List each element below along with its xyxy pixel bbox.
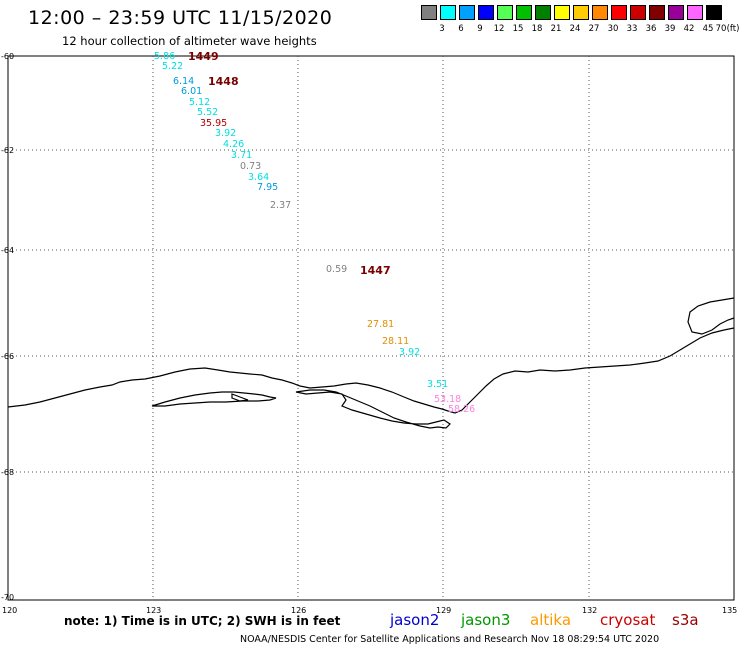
lon-label: 135 bbox=[722, 606, 738, 615]
wave-height-value: 7.95 bbox=[257, 182, 279, 193]
wave-height-value: 3.92 bbox=[215, 128, 237, 139]
lat-label: -66 bbox=[1, 352, 15, 361]
scale-label: 3 bbox=[439, 24, 445, 34]
scale-swatch bbox=[440, 5, 456, 20]
scale-label: 12 bbox=[493, 24, 505, 34]
lat-label: -60 bbox=[1, 52, 15, 61]
satellite-legend-cryosat: cryosat bbox=[600, 611, 656, 629]
wave-height-value: 5.52 bbox=[197, 107, 219, 118]
scale-unit-label: (ft) bbox=[726, 24, 740, 34]
wave-height-value: 28.11 bbox=[382, 336, 410, 347]
scale-label: 33 bbox=[626, 24, 638, 34]
scale-label: 30 bbox=[607, 24, 619, 34]
pass-time-label: 1448 bbox=[208, 75, 239, 88]
lat-label: -62 bbox=[1, 146, 15, 155]
footer-credit: NOAA/NESDIS Center for Satellite Applica… bbox=[240, 634, 660, 645]
scale-label: 27 bbox=[588, 24, 600, 34]
scale-label: 6 bbox=[458, 24, 464, 34]
wave-height-value: 3.64 bbox=[248, 172, 270, 183]
scale-swatch bbox=[630, 5, 646, 20]
wave-height-value: 2.37 bbox=[270, 200, 292, 211]
scale-label: 21 bbox=[550, 24, 562, 34]
satellite-legend-jason3: jason3 bbox=[461, 611, 511, 629]
wave-height-value: 3.51 bbox=[427, 379, 449, 390]
coastline-path bbox=[231, 393, 249, 402]
wave-height-value: 35.95 bbox=[200, 118, 228, 129]
satellite-legend-jason2: jason2 bbox=[390, 611, 440, 629]
coastline-path bbox=[7, 327, 735, 414]
scale-label: 24 bbox=[569, 24, 581, 34]
lon-label: 129 bbox=[436, 606, 452, 615]
lon-label: 120 bbox=[2, 606, 18, 615]
wave-height-value: 5.86 bbox=[154, 51, 176, 62]
scale-swatch bbox=[554, 5, 570, 20]
scale-swatch bbox=[611, 5, 627, 20]
wave-height-value: 6.01 bbox=[181, 86, 203, 97]
pass-time-label: 1447 bbox=[360, 264, 391, 277]
scale-swatch bbox=[706, 5, 722, 20]
lat-label: -68 bbox=[1, 468, 15, 477]
wave-height-value: 5.22 bbox=[162, 61, 184, 72]
scale-swatch bbox=[478, 5, 494, 20]
scale-swatch bbox=[459, 5, 475, 20]
wave-height-value: 5.12 bbox=[189, 97, 211, 108]
scale-swatch bbox=[535, 5, 551, 20]
coastline-path bbox=[151, 391, 277, 407]
scale-label: 45 bbox=[702, 24, 714, 34]
scale-label: 36 bbox=[645, 24, 657, 34]
lon-label: 126 bbox=[291, 606, 307, 615]
scale-label: 39 bbox=[664, 24, 676, 34]
wave-height-value: 58.26 bbox=[448, 404, 476, 415]
lat-label: -70 bbox=[1, 593, 15, 602]
map-title: 12:00 – 23:59 UTC 11/15/2020 bbox=[28, 7, 333, 29]
coastline-path bbox=[295, 389, 451, 429]
scale-swatch bbox=[592, 5, 608, 20]
lat-label: -64 bbox=[1, 246, 15, 255]
wave-height-value: 0.73 bbox=[240, 161, 262, 172]
footer-note: note: 1) Time is in UTC; 2) SWH is in fe… bbox=[64, 614, 341, 628]
scale-label: 9 bbox=[477, 24, 483, 34]
coastline-path bbox=[687, 297, 735, 335]
lon-label: 123 bbox=[146, 606, 162, 615]
scale-swatch bbox=[516, 5, 532, 20]
scale-swatch bbox=[668, 5, 684, 20]
scale-swatch bbox=[687, 5, 703, 20]
wave-height-value: 53.18 bbox=[434, 394, 462, 405]
wave-height-value: 0.59 bbox=[326, 264, 348, 275]
satellite-legend-altika: altika bbox=[530, 611, 572, 629]
scale-swatch bbox=[573, 5, 589, 20]
scale-label: 18 bbox=[531, 24, 543, 34]
wave-height-value: 3.92 bbox=[399, 347, 421, 358]
scale-label: 70 bbox=[715, 24, 727, 34]
pass-time-label: 1449 bbox=[188, 50, 219, 63]
satellite-legend-s3a: s3a bbox=[672, 611, 699, 629]
wave-height-value: 3.71 bbox=[231, 150, 253, 161]
wave-height-value: 4.26 bbox=[223, 139, 245, 150]
scale-swatch bbox=[421, 5, 437, 20]
scale-swatch bbox=[497, 5, 513, 20]
scale-swatch bbox=[649, 5, 665, 20]
lon-label: 132 bbox=[582, 606, 598, 615]
wave-height-value: 6.14 bbox=[173, 76, 195, 87]
graticule bbox=[8, 56, 734, 600]
wave-height-value: 27.81 bbox=[367, 319, 395, 330]
scale-label: 15 bbox=[512, 24, 524, 34]
coastline bbox=[7, 297, 735, 429]
map-subtitle: 12 hour collection of altimeter wave hei… bbox=[62, 34, 317, 48]
scale-label: 42 bbox=[683, 24, 695, 34]
